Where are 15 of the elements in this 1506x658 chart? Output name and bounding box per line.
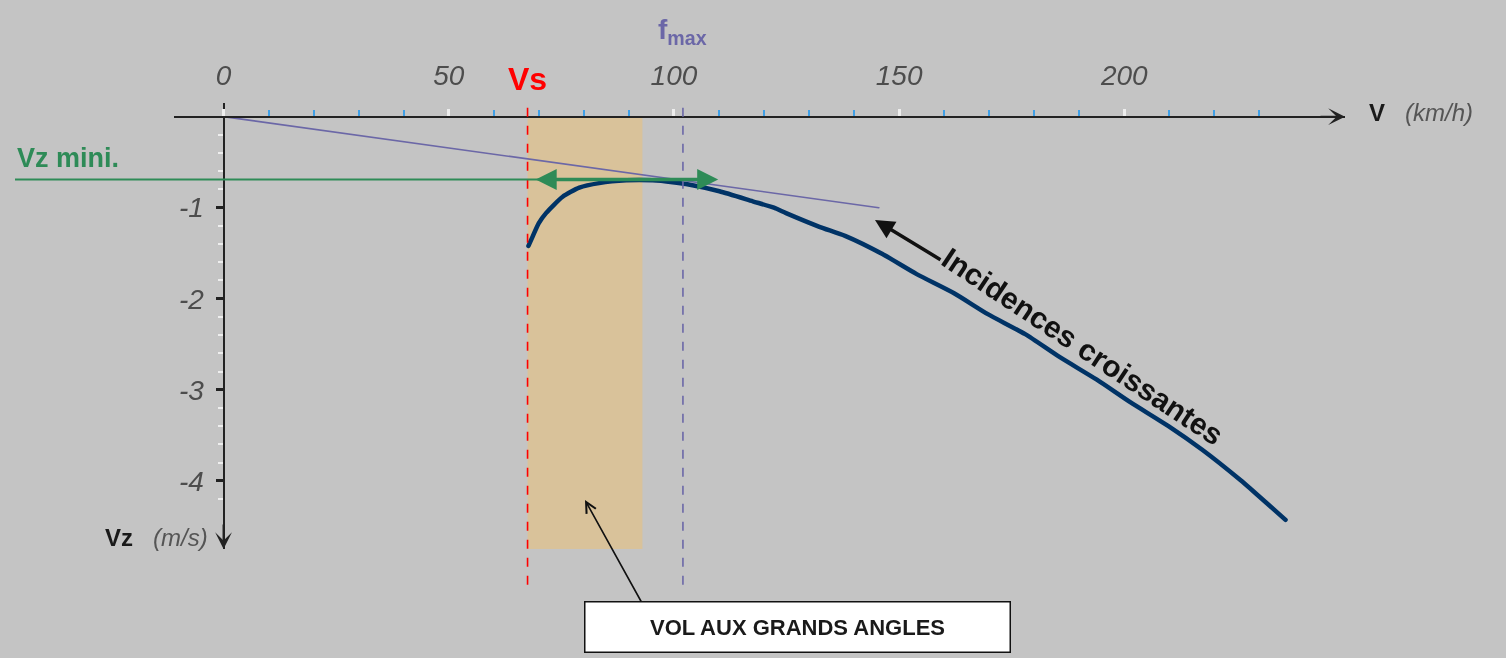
ref-line-label: Vz mini. bbox=[17, 143, 120, 173]
band-label: VOL AUX GRANDS ANGLES bbox=[650, 614, 945, 640]
x-tick-label: 100 bbox=[650, 60, 698, 92]
y-tick-label: -2 bbox=[179, 283, 205, 315]
x-axis-title: V (km/h) bbox=[1369, 99, 1474, 126]
y-axis-title: Vz (m/s) bbox=[105, 524, 208, 551]
ref-line-label: f$_{max}$ bbox=[658, 14, 707, 49]
y-tick-label: -1 bbox=[179, 192, 204, 224]
x-tick-label: 150 bbox=[875, 60, 923, 92]
x-tick-label: 0 bbox=[215, 60, 232, 92]
ref-line-label: Vs bbox=[508, 61, 548, 97]
x-tick-label: 200 bbox=[1099, 60, 1149, 92]
x-tick-label: 50 bbox=[433, 60, 465, 92]
y-tick-label: -4 bbox=[179, 465, 204, 497]
y-tick-label: -3 bbox=[179, 374, 205, 406]
